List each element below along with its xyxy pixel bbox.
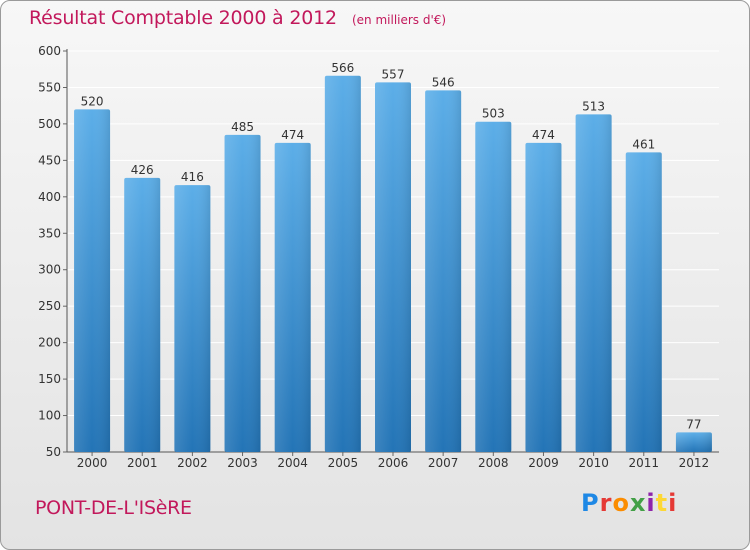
x-tick-label-2012: 2012	[679, 456, 710, 470]
bar-shade-2005	[324, 75, 361, 452]
data-label-2010: 513	[582, 99, 605, 113]
proxiti-logo: Proxiti	[581, 489, 677, 517]
data-label-2009: 474	[532, 128, 555, 142]
y-tick-label-600: 600	[38, 44, 61, 58]
x-tick-label-2005: 2005	[328, 456, 359, 470]
x-tick-label-2008: 2008	[478, 456, 509, 470]
data-label-2004: 474	[281, 128, 304, 142]
x-tick-label-2010: 2010	[578, 456, 609, 470]
x-tick-label-2004: 2004	[277, 456, 308, 470]
bar-shade-2010	[575, 114, 612, 452]
data-label-2006: 557	[382, 67, 405, 81]
x-tick-label-2009: 2009	[528, 456, 559, 470]
data-label-2005: 566	[331, 61, 354, 75]
bar-shade-2001	[124, 177, 161, 452]
logo-letter: i	[668, 489, 678, 517]
x-tick-label-2011: 2011	[628, 456, 659, 470]
data-label-2003: 485	[231, 120, 254, 134]
x-tick-label-2000: 2000	[77, 456, 108, 470]
bar-shade-2004	[274, 142, 311, 452]
data-label-2002: 416	[181, 170, 204, 184]
x-tick-label-2007: 2007	[428, 456, 459, 470]
logo-letter: P	[581, 489, 600, 517]
logo-letter: o	[612, 489, 630, 517]
commune-name: PONT-DE-L'ISèRE	[35, 497, 192, 519]
logo-letter: i	[646, 489, 656, 517]
logo-letter: x	[629, 489, 647, 517]
bar-shade-2002	[174, 185, 211, 453]
x-tick-label-2001: 2001	[127, 456, 158, 470]
logo-letter: r	[599, 489, 613, 517]
data-label-2000: 520	[81, 94, 104, 108]
bar-shade-2003	[224, 134, 261, 452]
chart-unit: (en milliers d'€)	[351, 13, 447, 27]
data-label-2007: 546	[432, 75, 455, 89]
bar-shade-2006	[375, 82, 411, 453]
y-tick-label-250: 250	[38, 299, 61, 313]
bar-shade-2008	[475, 121, 512, 453]
y-tick-label-400: 400	[38, 190, 61, 204]
y-tick-label-300: 300	[38, 263, 61, 277]
logo-letter: t	[655, 489, 669, 517]
y-tick-label-550: 550	[38, 80, 61, 94]
bar-shade-2007	[425, 90, 462, 452]
x-tick-label-2002: 2002	[177, 456, 208, 470]
data-label-2012: 77	[686, 417, 701, 431]
y-tick-label-150: 150	[38, 372, 61, 386]
x-tick-label-2006: 2006	[378, 456, 409, 470]
chart-title: Résultat Comptable 2000 à 2012	[29, 7, 337, 29]
x-tick-label-2003: 2003	[227, 456, 258, 470]
data-label-2011: 461	[632, 137, 655, 151]
y-tick-label-350: 350	[38, 226, 61, 240]
data-label-2001: 426	[131, 163, 154, 177]
bar-shade-2012	[675, 432, 712, 452]
y-tick-label-500: 500	[38, 117, 61, 131]
y-tick-label-100: 100	[38, 409, 61, 423]
y-tick-label-50: 50	[46, 445, 61, 459]
y-tick-label-200: 200	[38, 336, 61, 350]
data-label-2008: 503	[482, 107, 505, 121]
bar-shade-2000	[74, 109, 111, 452]
bar-shade-2011	[625, 152, 662, 453]
bar-shade-2009	[525, 142, 562, 452]
title-row: Résultat Comptable 2000 à 2012 (en milli…	[29, 7, 446, 29]
y-tick-label-450: 450	[38, 153, 61, 167]
